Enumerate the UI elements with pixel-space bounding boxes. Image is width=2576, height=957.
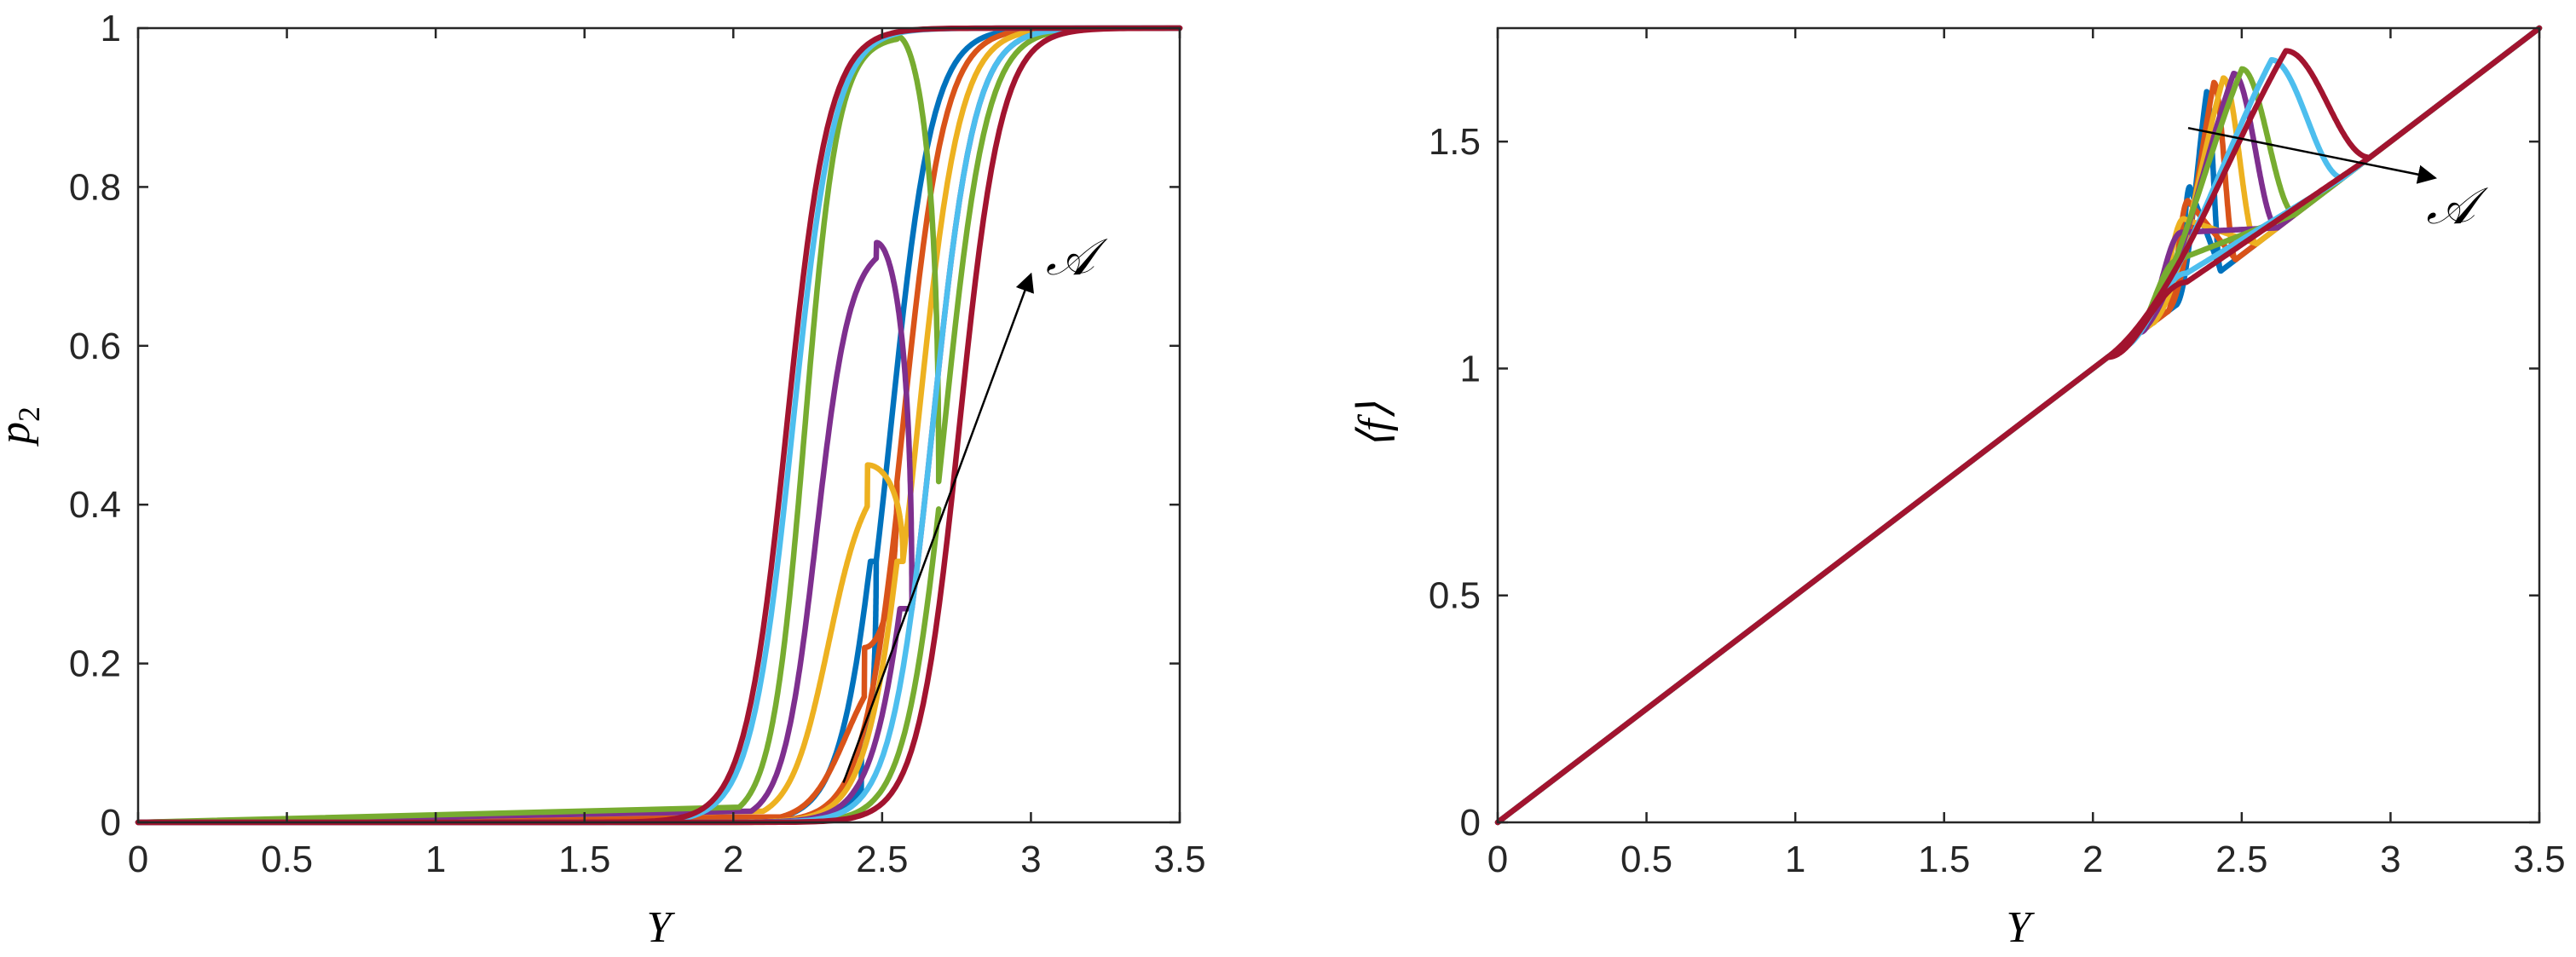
y-tick-label: 0.8 xyxy=(69,166,121,208)
x-tick-label: 2.5 xyxy=(856,839,908,880)
y-tick-label: 0.4 xyxy=(69,484,121,526)
y-tick-label: 0 xyxy=(101,802,121,844)
right-series-orange-upper xyxy=(1494,79,2239,826)
y-tick-label: 0.2 xyxy=(69,643,121,685)
x-tick-label: 1 xyxy=(1785,839,1805,880)
right-ticks xyxy=(1496,28,2541,824)
right-x-axis-label: Y xyxy=(2007,903,2036,952)
x-tick-label: 2 xyxy=(723,839,743,880)
right-arrow xyxy=(2187,126,2438,184)
x-tick-label: 2.5 xyxy=(2215,839,2267,880)
y-tick-label: 1 xyxy=(1460,348,1481,389)
x-tick-label: 3 xyxy=(2380,839,2400,880)
left-plot-frame xyxy=(136,26,1181,824)
right-series-blue-upper xyxy=(1494,89,2224,826)
left-series-red-upper xyxy=(135,25,1183,826)
right-curves xyxy=(1494,25,2543,826)
left-series-orange xyxy=(135,25,1183,826)
right-series-red-lower xyxy=(2105,25,2543,360)
left-x-tick-labels: 0 0.5 1 1.5 2 2.5 3 3.5 xyxy=(128,839,1206,880)
right-x-tick-labels: 0 0.5 1 1.5 2 2.5 3 3.5 xyxy=(1487,839,2566,880)
left-series-green-lower xyxy=(135,506,942,826)
x-tick-label: 3.5 xyxy=(1153,839,1205,880)
x-tick-label: 1.5 xyxy=(558,839,610,880)
left-series-light_blue-lower xyxy=(135,25,1183,826)
y-tick-label: 0 xyxy=(1460,802,1481,844)
right-series-purple-upper xyxy=(1494,71,2281,826)
y-tick-label: 0.5 xyxy=(1429,575,1481,617)
left-series-yellow xyxy=(135,25,1183,826)
right-y-axis-label: ⟨f⟩ xyxy=(1350,401,1399,448)
right-series-green-upper xyxy=(1494,66,2298,826)
x-tick-label: 1.5 xyxy=(1918,839,1970,880)
left-series-purple-lower xyxy=(135,606,915,826)
right-chart: 0 0.5 1 1.5 2 2.5 3 3.5 0 0.5 1 1.5 Y ⟨f⟩ 𝒜 xyxy=(1350,25,2566,952)
left-y-tick-labels: 0 0.2 0.4 0.6 0.8 1 xyxy=(69,8,121,844)
left-arrow xyxy=(842,272,1034,783)
right-series-light_blue-upper xyxy=(1494,57,2346,826)
left-y-axis-label-subscript: 2 xyxy=(12,406,46,422)
left-series-green xyxy=(135,25,1183,826)
right-plot-frame xyxy=(1496,26,2541,824)
left-series-light_blue-upper xyxy=(135,25,1183,826)
x-tick-label: 0.5 xyxy=(261,839,313,880)
y-tick-label: 1 xyxy=(101,8,121,49)
y-tick-label: 1.5 xyxy=(1429,121,1481,163)
left-curves xyxy=(135,25,1183,826)
right-annotation-label: 𝒜 xyxy=(2426,178,2488,234)
left-series-red-lower xyxy=(135,25,1183,826)
x-tick-label: 3.5 xyxy=(2513,839,2565,880)
right-series-yellow-upper xyxy=(1494,75,2260,826)
left-series-blue xyxy=(135,25,1183,826)
x-tick-label: 3 xyxy=(1020,839,1041,880)
x-tick-label: 2 xyxy=(2082,839,2103,880)
left-y-axis-label: p2 xyxy=(0,406,46,447)
x-tick-label: 0.5 xyxy=(1620,839,1672,880)
right-y-tick-labels: 0 0.5 1 1.5 xyxy=(1429,121,1481,844)
left-y-axis-label-base: p xyxy=(0,422,39,447)
left-ticks xyxy=(136,26,1181,824)
y-tick-label: 0.6 xyxy=(69,326,121,367)
left-series-purple xyxy=(135,25,1183,826)
left-annotation-label: 𝒜 xyxy=(1046,229,1108,285)
right-series-red-upper xyxy=(1494,48,2373,826)
x-tick-label: 0 xyxy=(128,839,148,880)
x-tick-label: 1 xyxy=(425,839,446,880)
left-x-axis-label: Y xyxy=(647,903,676,952)
left-chart: 00.511.522.533.5 00.20.40.60.81 Y p2 𝒜 xyxy=(0,8,1206,952)
x-tick-label: 0 xyxy=(1487,839,1508,880)
